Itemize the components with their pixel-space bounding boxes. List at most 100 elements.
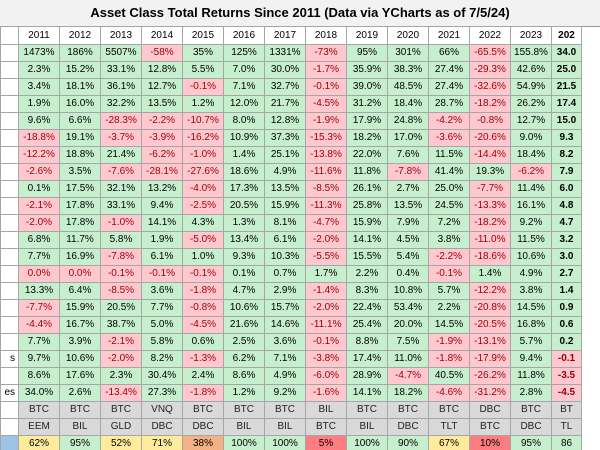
return-cell[interactable]: -2.0%: [100, 350, 142, 368]
return-cell[interactable]: 5.7%: [510, 333, 552, 351]
return-cell[interactable]: -8.5%: [100, 282, 142, 300]
year-header-cell[interactable]: 2018: [305, 26, 347, 45]
year-header-cell[interactable]: 2014: [141, 26, 183, 45]
return-cell[interactable]: 7.0%: [223, 61, 265, 79]
return-cell[interactable]: -20.5%: [469, 316, 511, 334]
return-cell[interactable]: 0.4%: [387, 265, 429, 283]
worst-ticker-cell[interactable]: DBC: [387, 418, 429, 436]
return-cell[interactable]: -7.8%: [387, 163, 429, 181]
return-cell[interactable]: 17.6%: [59, 367, 101, 385]
return-cell[interactable]: 42.6%: [510, 61, 552, 79]
return-cell[interactable]: 5.7%: [428, 282, 470, 300]
return-cell[interactable]: 2.6%: [59, 384, 101, 402]
row-label-cell[interactable]: [0, 418, 19, 436]
return-cell[interactable]: 18.2%: [387, 384, 429, 402]
return-cell[interactable]: 2.3%: [100, 367, 142, 385]
return-cell[interactable]: 9.3%: [223, 248, 265, 266]
return-cell[interactable]: 26.1%: [346, 180, 388, 198]
return-cell[interactable]: -0.1%: [305, 333, 347, 351]
year-header-cell[interactable]: 2016: [223, 26, 265, 45]
return-cell[interactable]: -0.8%: [182, 299, 224, 317]
return-cell[interactable]: 4.9%: [264, 367, 306, 385]
return-cell[interactable]: 2.7: [551, 265, 582, 283]
row-label-cell[interactable]: [0, 180, 19, 198]
return-cell[interactable]: 3.9%: [59, 333, 101, 351]
return-cell[interactable]: 301%: [387, 44, 429, 62]
return-cell[interactable]: 1.7%: [305, 265, 347, 283]
percent-cell[interactable]: 52%: [100, 435, 142, 450]
return-cell[interactable]: 95%: [346, 44, 388, 62]
percent-cell[interactable]: 95%: [510, 435, 552, 450]
return-cell[interactable]: 5.0%: [141, 316, 183, 334]
return-cell[interactable]: 9.4%: [141, 197, 183, 215]
return-cell[interactable]: -2.5%: [182, 197, 224, 215]
worst-ticker-cell[interactable]: DBC: [510, 418, 552, 436]
return-cell[interactable]: 30.4%: [141, 367, 183, 385]
return-cell[interactable]: 3.4%: [18, 78, 60, 96]
return-cell[interactable]: -7.6%: [100, 163, 142, 181]
return-cell[interactable]: -13.3%: [469, 197, 511, 215]
return-cell[interactable]: -0.1%: [100, 265, 142, 283]
row-label-cell[interactable]: [0, 26, 19, 45]
return-cell[interactable]: 0.0%: [59, 265, 101, 283]
return-cell[interactable]: -11.1%: [305, 316, 347, 334]
return-cell[interactable]: 5.8%: [141, 333, 183, 351]
return-cell[interactable]: 2.3%: [18, 61, 60, 79]
row-label-cell[interactable]: [0, 333, 19, 351]
return-cell[interactable]: 0.0%: [18, 265, 60, 283]
return-cell[interactable]: 25.0%: [428, 180, 470, 198]
return-cell[interactable]: 7.7%: [18, 333, 60, 351]
return-cell[interactable]: 12.7%: [510, 112, 552, 130]
return-cell[interactable]: 14.1%: [346, 231, 388, 249]
return-cell[interactable]: 18.6%: [223, 163, 265, 181]
best-ticker-cell[interactable]: VNQ: [141, 401, 183, 419]
worst-ticker-cell[interactable]: BIL: [264, 418, 306, 436]
return-cell[interactable]: 24.5%: [428, 197, 470, 215]
return-cell[interactable]: -4.5: [551, 384, 582, 402]
return-cell[interactable]: 21.4%: [100, 146, 142, 164]
best-ticker-cell[interactable]: BTC: [182, 401, 224, 419]
return-cell[interactable]: 1.9%: [18, 95, 60, 113]
return-cell[interactable]: 7.1%: [223, 78, 265, 96]
return-cell[interactable]: 3.8%: [510, 282, 552, 300]
row-label-cell[interactable]: s: [0, 350, 19, 368]
worst-ticker-cell[interactable]: DBC: [141, 418, 183, 436]
return-cell[interactable]: 38.3%: [387, 61, 429, 79]
return-cell[interactable]: 35.9%: [346, 61, 388, 79]
return-cell[interactable]: 6.2%: [223, 350, 265, 368]
return-cell[interactable]: 186%: [59, 44, 101, 62]
return-cell[interactable]: 17.3%: [223, 180, 265, 198]
return-cell[interactable]: 14.5%: [510, 299, 552, 317]
return-cell[interactable]: 16.0%: [59, 95, 101, 113]
row-label-cell[interactable]: [0, 44, 19, 62]
percent-cell[interactable]: 71%: [141, 435, 183, 450]
return-cell[interactable]: 9.3: [551, 129, 582, 147]
return-cell[interactable]: 15.9%: [346, 214, 388, 232]
return-cell[interactable]: -5.0%: [182, 231, 224, 249]
return-cell[interactable]: 0.7%: [264, 265, 306, 283]
return-cell[interactable]: -3.6%: [428, 129, 470, 147]
return-cell[interactable]: 2.2%: [428, 299, 470, 317]
return-cell[interactable]: 35%: [182, 44, 224, 62]
worst-ticker-cell[interactable]: TLT: [428, 418, 470, 436]
return-cell[interactable]: -14.4%: [469, 146, 511, 164]
return-cell[interactable]: 17.9%: [346, 112, 388, 130]
row-label-cell[interactable]: [0, 146, 19, 164]
return-cell[interactable]: 18.4%: [387, 95, 429, 113]
percent-cell[interactable]: 90%: [387, 435, 429, 450]
return-cell[interactable]: 14.6%: [264, 316, 306, 334]
return-cell[interactable]: 8.0%: [223, 112, 265, 130]
return-cell[interactable]: -2.0%: [18, 214, 60, 232]
return-cell[interactable]: -1.8%: [428, 350, 470, 368]
row-label-cell[interactable]: [0, 265, 19, 283]
return-cell[interactable]: -31.2%: [469, 384, 511, 402]
row-label-cell[interactable]: [0, 248, 19, 266]
return-cell[interactable]: 9.4%: [510, 350, 552, 368]
return-cell[interactable]: -1.4%: [305, 282, 347, 300]
return-cell[interactable]: -20.6%: [469, 129, 511, 147]
return-cell[interactable]: 33.1%: [100, 197, 142, 215]
row-label-cell[interactable]: [0, 367, 19, 385]
return-cell[interactable]: 11.5%: [510, 231, 552, 249]
year-header-cell[interactable]: 2015: [182, 26, 224, 45]
row-label-cell[interactable]: [0, 214, 19, 232]
